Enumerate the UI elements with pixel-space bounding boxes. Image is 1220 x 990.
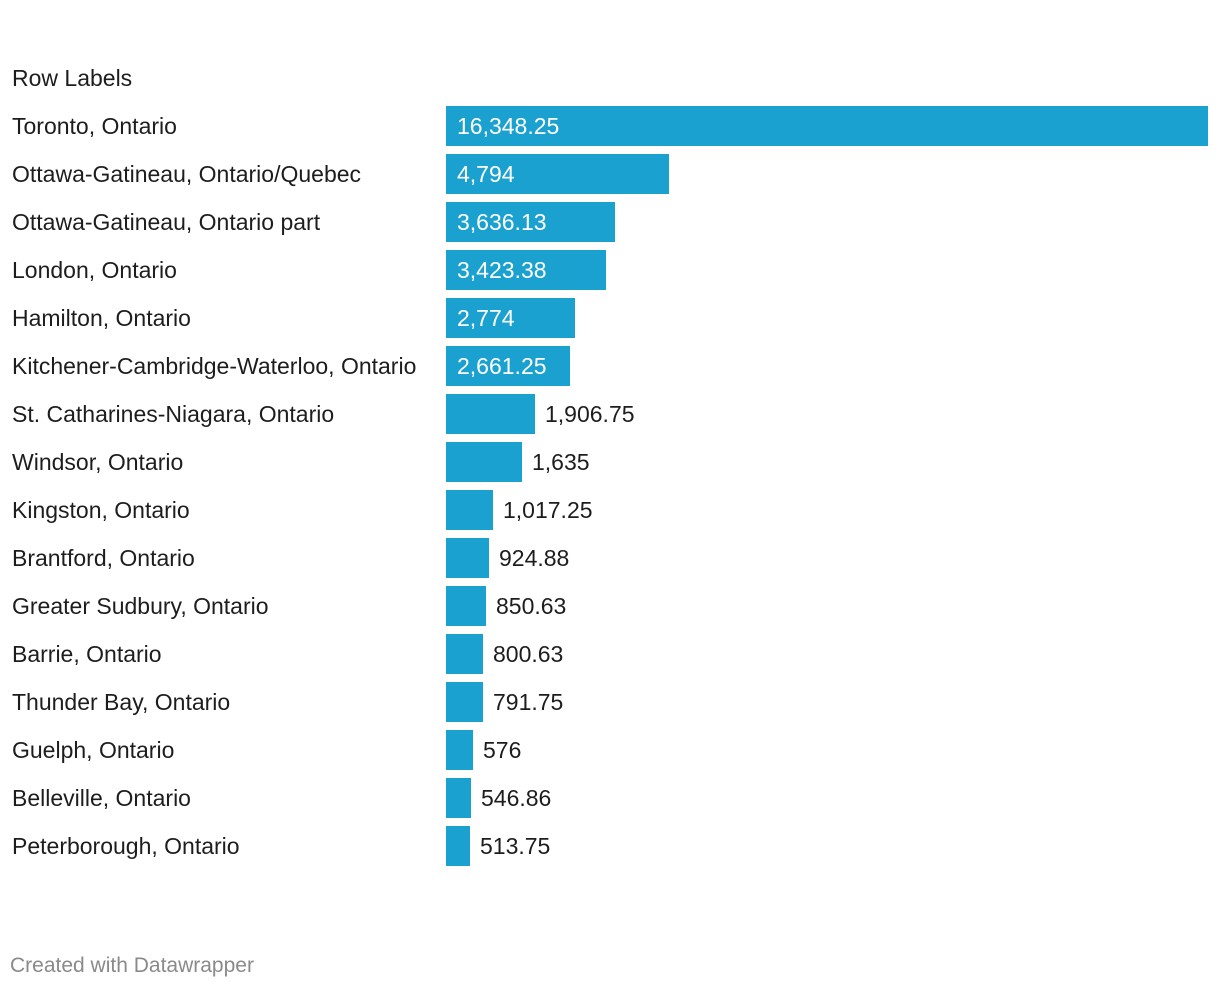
- bar: [446, 778, 471, 818]
- value-label: 850.63: [496, 593, 567, 619]
- category-label: Guelph, Ontario: [12, 737, 175, 763]
- value-label: 3,423.38: [457, 257, 547, 283]
- bar-row: London, Ontario 3,423.38: [0, 250, 1220, 290]
- value-label: 791.75: [493, 689, 564, 715]
- category-label: Ottawa-Gatineau, Ontario/Quebec: [12, 161, 362, 187]
- bar-row: Barrie, Ontario 800.63: [0, 634, 1220, 674]
- bar: [446, 538, 489, 578]
- bar-row: Brantford, Ontario 924.88: [0, 538, 1220, 578]
- bar-row: Greater Sudbury, Ontario 850.63: [0, 586, 1220, 626]
- bar: [446, 826, 470, 866]
- value-label: 4,794: [457, 161, 515, 187]
- value-label: 1,017.25: [503, 497, 593, 523]
- value-label: 546.86: [481, 785, 552, 811]
- value-label: 513.75: [480, 833, 551, 859]
- footer-credit: Created with Datawrapper: [10, 954, 254, 977]
- bar: [446, 442, 522, 482]
- category-label: Windsor, Ontario: [12, 449, 184, 475]
- category-label: Barrie, Ontario: [12, 641, 162, 667]
- bar-row: Ottawa-Gatineau, Ontario/Quebec 4,794: [0, 154, 1220, 194]
- bar: [446, 394, 535, 434]
- category-label: Ottawa-Gatineau, Ontario part: [12, 209, 321, 235]
- value-label: 2,661.25: [457, 353, 547, 379]
- column-header: Row Labels: [12, 65, 133, 91]
- category-label: Belleville, Ontario: [12, 785, 191, 811]
- value-label: 1,906.75: [545, 401, 635, 427]
- bar-row: St. Catharines-Niagara, Ontario 1,906.75: [0, 394, 1220, 434]
- bar: [446, 634, 483, 674]
- category-label: London, Ontario: [12, 257, 177, 283]
- bar: [446, 298, 575, 338]
- value-label: 924.88: [499, 545, 570, 571]
- bar: [446, 586, 486, 626]
- bar-row: Belleville, Ontario 546.86: [0, 778, 1220, 818]
- bar: [446, 730, 473, 770]
- bar: [446, 346, 570, 386]
- category-label: Thunder Bay, Ontario: [12, 689, 231, 715]
- value-label: 3,636.13: [457, 209, 547, 235]
- bar-row: Guelph, Ontario 576: [0, 730, 1220, 770]
- bar-row: Thunder Bay, Ontario 791.75: [0, 682, 1220, 722]
- bar: [446, 682, 483, 722]
- bar: [446, 106, 1208, 146]
- value-label: 2,774: [457, 305, 515, 331]
- value-label: 1,635: [532, 449, 590, 475]
- bar-row: Windsor, Ontario 1,635: [0, 442, 1220, 482]
- category-label: Kitchener-Cambridge-Waterloo, Ontario: [12, 353, 417, 379]
- category-label: St. Catharines-Niagara, Ontario: [12, 401, 335, 427]
- bar-row: Kitchener-Cambridge-Waterloo, Ontario 2,6…: [0, 346, 1220, 386]
- bar: [446, 202, 615, 242]
- category-label: Peterborough, Ontario: [12, 833, 240, 859]
- bar: [446, 490, 493, 530]
- value-label: 800.63: [493, 641, 564, 667]
- bar: [446, 154, 669, 194]
- bar-row: Hamilton, Ontario 2,774: [0, 298, 1220, 338]
- bar-row: Peterborough, Ontario 513.75: [0, 826, 1220, 866]
- category-label: Kingston, Ontario: [12, 497, 190, 523]
- category-label: Toronto, Ontario: [12, 113, 177, 139]
- bar-row: Kingston, Ontario 1,017.25: [0, 490, 1220, 530]
- category-label: Hamilton, Ontario: [12, 305, 191, 331]
- bar-row: Ottawa-Gatineau, Ontario part 3,636.13: [0, 202, 1220, 242]
- bar: [446, 250, 606, 290]
- category-label: Greater Sudbury, Ontario: [12, 593, 269, 619]
- value-label: 576: [483, 737, 522, 763]
- category-label: Brantford, Ontario: [12, 545, 195, 571]
- value-label: 16,348.25: [457, 113, 560, 139]
- bar-row: Toronto, Ontario 16,348.25: [0, 106, 1220, 146]
